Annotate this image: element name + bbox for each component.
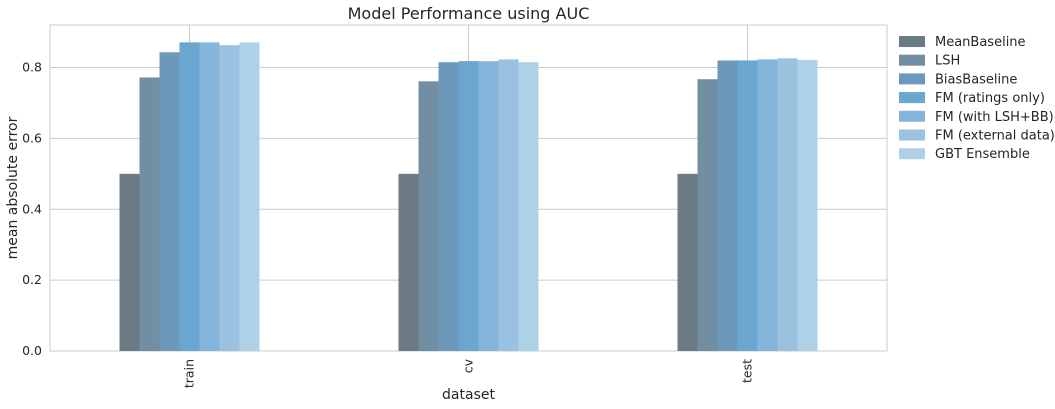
legend-label: GBT Ensemble [935,147,1030,162]
y-tick-label: 0.2 [22,272,42,287]
bar-meanbaseline-test [677,173,698,351]
legend-swatch [899,148,925,160]
bar-fm-with-lsh-bb-cv [478,61,499,351]
x-axis-label: dataset [442,387,495,403]
bar-gbt-ensemble-test [797,60,818,351]
legend-swatch [899,129,925,141]
legend-swatch [899,54,925,66]
legend-swatch [899,73,925,85]
legend-swatch [899,110,925,122]
legend: MeanBaseline LSH BiasBaseline FM (ratings o… [899,35,1055,162]
bar-fm-with-lsh-bb-train [199,42,220,352]
bar-fm-external-data-test [777,58,798,352]
bar-fm-external-data-cv [498,59,519,352]
x-tick-label: test [740,359,755,383]
bar-lsh-train [139,77,160,351]
bar-biasbaseline-test [717,60,738,351]
bar-lsh-cv [418,81,439,351]
legend-label: LSH [935,54,960,69]
x-tick-label: train [182,359,197,388]
legend-label: BiasBaseline [935,72,1017,87]
bars [119,42,818,352]
legend-swatch [899,36,925,47]
bar-fm-ratings-only-test [737,60,758,351]
y-tick-label: 0.0 [22,343,42,358]
legend-label: FM (with LSH+BB) [935,110,1054,125]
chart-title: Model Performance using AUC [348,4,590,23]
bar-biasbaseline-cv [438,62,459,352]
x-tick-label: cv [461,358,476,373]
legend-label: FM (ratings only) [935,91,1045,106]
bar-biasbaseline-train [159,52,180,351]
y-axis-label: mean absolute error [5,116,21,259]
bar-gbt-ensemble-cv [518,62,539,352]
bar-fm-with-lsh-bb-test [757,59,778,352]
bar-meanbaseline-train [119,173,140,351]
bar-meanbaseline-cv [398,173,419,351]
bar-fm-external-data-train [219,45,240,352]
bar-lsh-test [697,79,718,352]
y-tick-label: 0.8 [22,60,42,75]
x-axis-ticks: train cv test [182,358,755,388]
y-tick-label: 0.6 [22,130,42,145]
legend-label: MeanBaseline [935,35,1026,50]
y-tick-label: 0.4 [22,201,42,216]
bar-fm-ratings-only-train [179,42,200,352]
legend-label: FM (external data) [935,129,1055,144]
y-axis-ticks: 0.0 0.2 0.4 0.6 0.8 [22,60,42,358]
bar-fm-ratings-only-cv [458,61,479,351]
bar-gbt-ensemble-train [239,42,260,352]
legend-swatch [899,92,925,104]
